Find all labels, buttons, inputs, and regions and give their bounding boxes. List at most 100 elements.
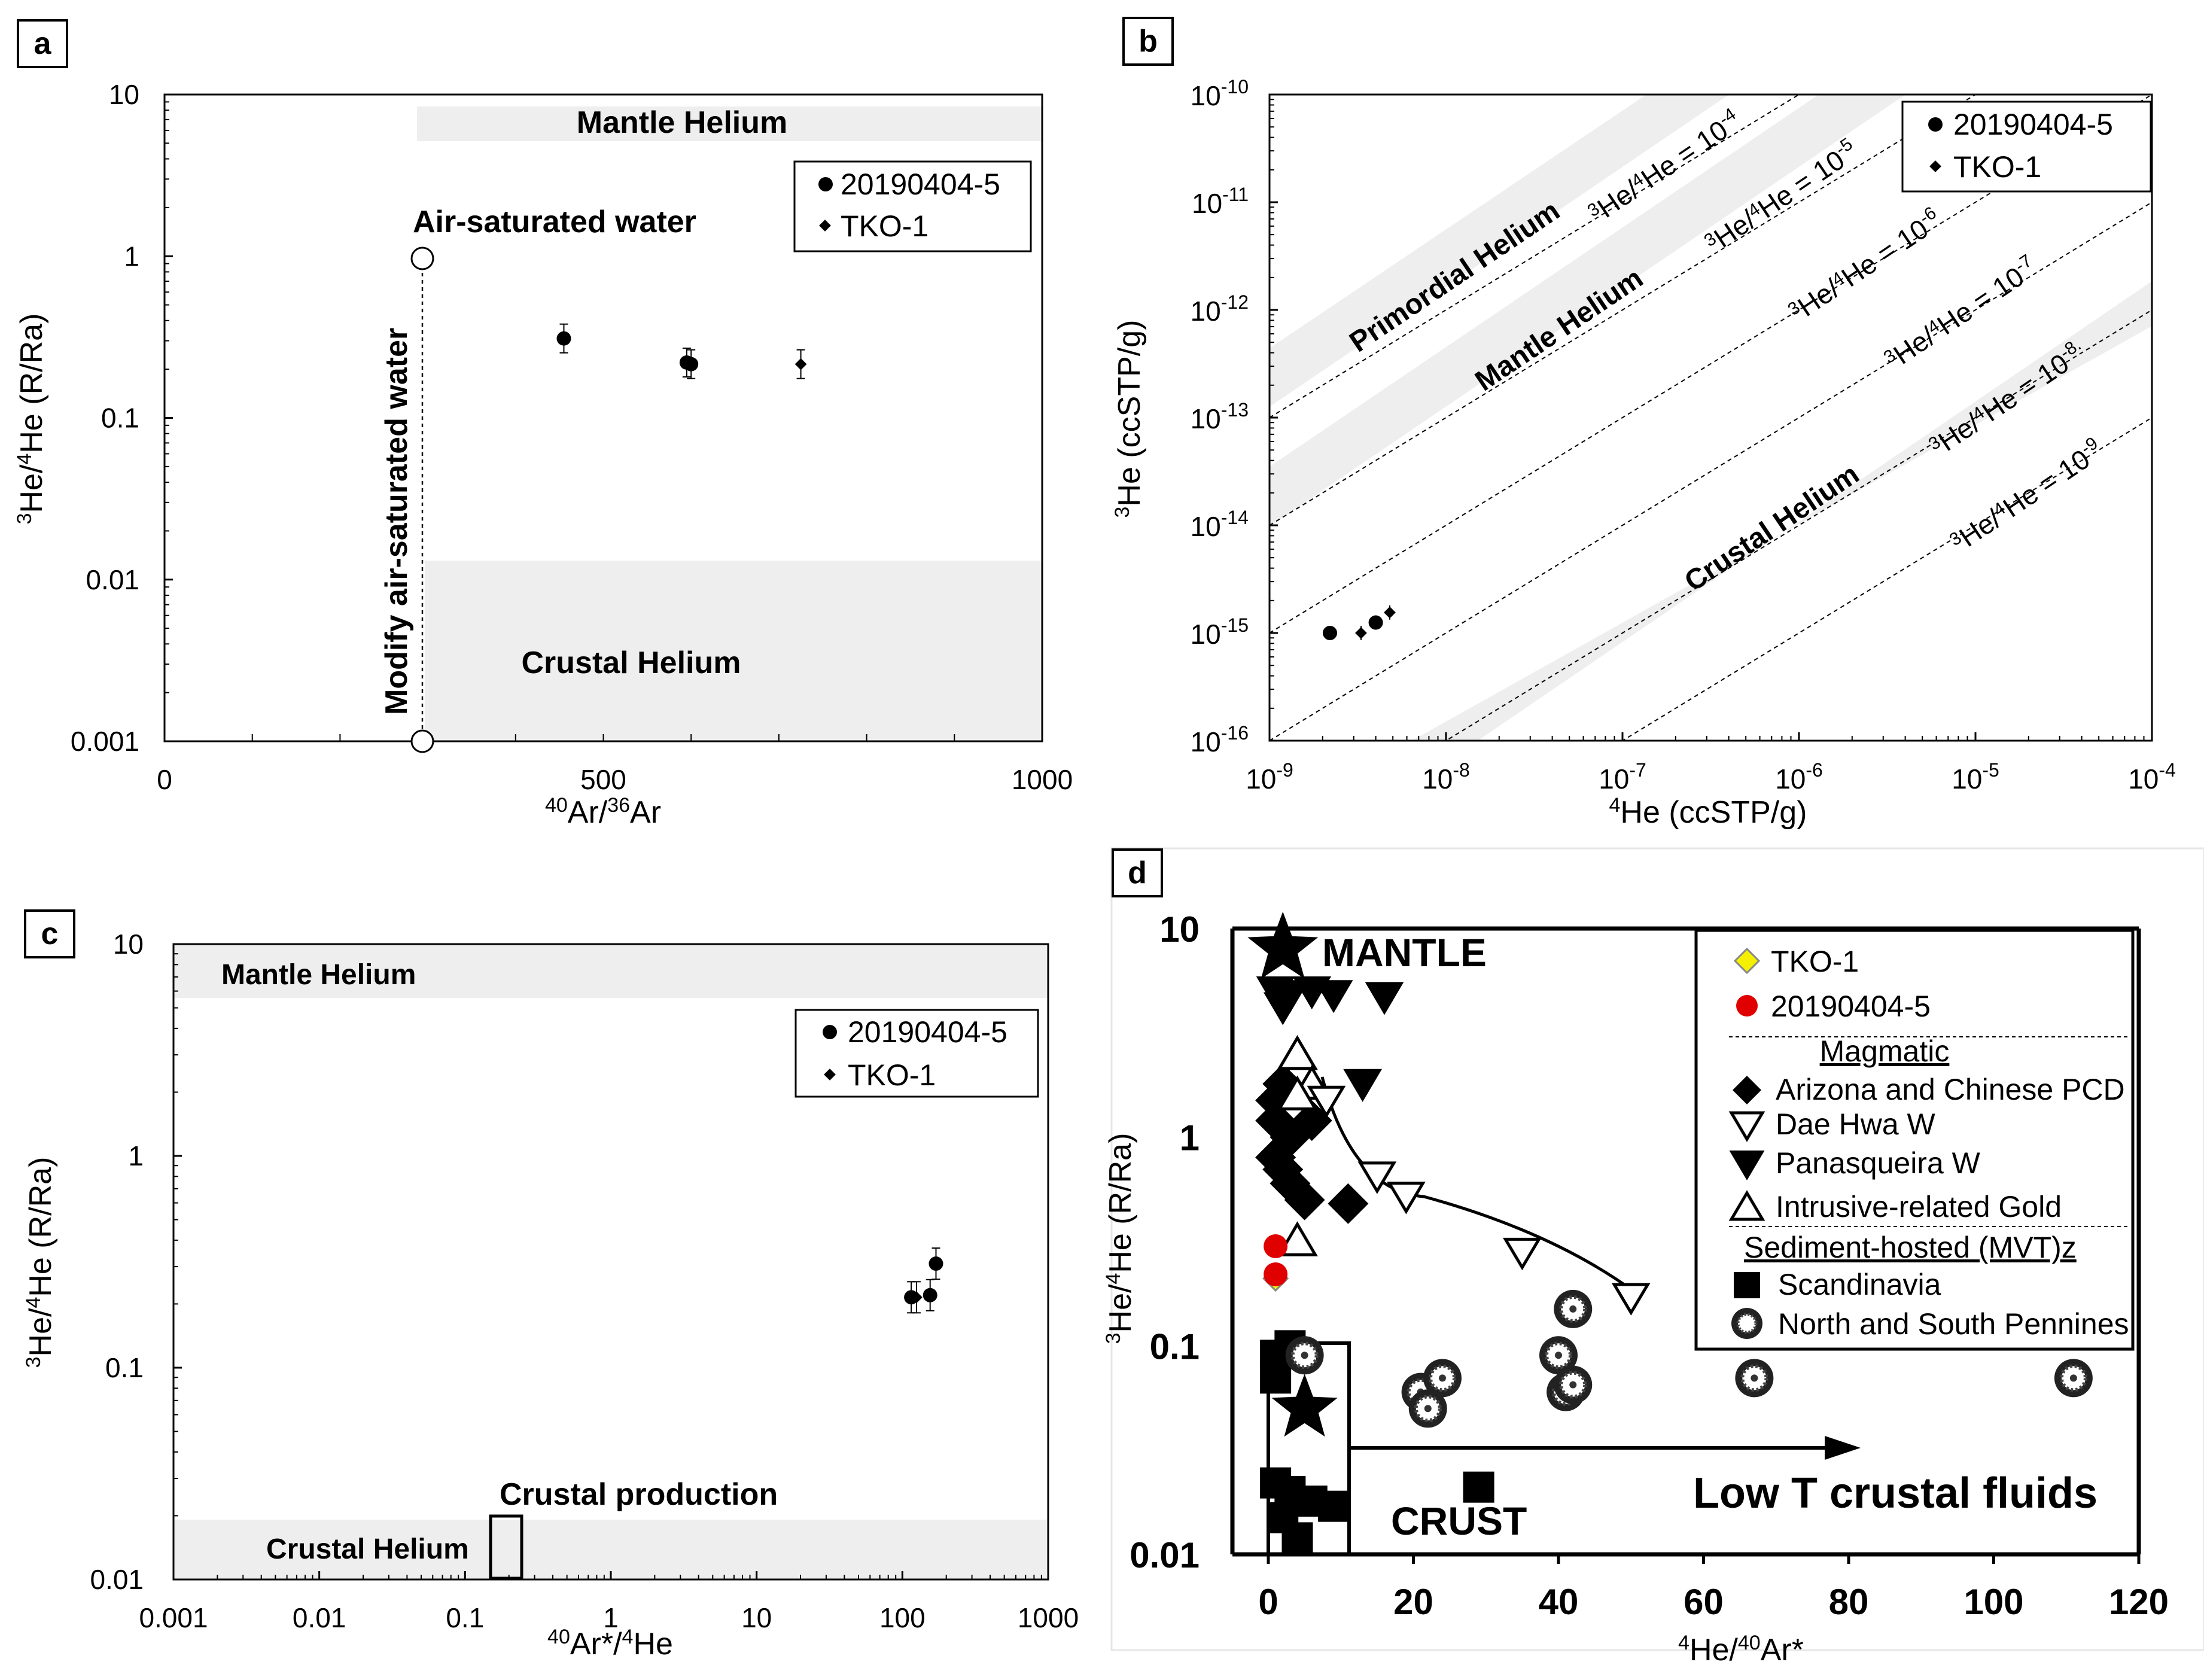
- a-ytick-label: 0.01: [86, 564, 139, 595]
- b-ytick-label: 10-16: [1191, 722, 1249, 757]
- a-ytick-label: 0.1: [101, 403, 139, 434]
- ratio-label-7: 3He/4He = 10-7: [1879, 251, 2042, 376]
- legend-tko1-marker: [1733, 947, 1761, 975]
- legend-d-gold: Intrusive-related Gold: [1776, 1190, 2062, 1224]
- scandinavia-point: [1463, 1471, 1494, 1503]
- crustal-label-c: Crustal Helium: [266, 1533, 469, 1565]
- b-point-20190404-5: [1323, 626, 1338, 640]
- d-point-20190404-5: [1264, 1262, 1288, 1286]
- mantle-band: [1270, 95, 1905, 526]
- crustal-production-box: [489, 1514, 523, 1580]
- a-ytick-label: 10: [109, 79, 139, 110]
- ratio-label-8: 3He/4He = 10-8.: [1923, 334, 2092, 462]
- d-point-daehwa: [1357, 1161, 1397, 1194]
- a-xtick-label: 0: [157, 764, 172, 795]
- scandinavia-point: [1281, 1522, 1313, 1554]
- d-xtick-label: 20: [1393, 1582, 1433, 1622]
- b-xlabel: 4He (ccSTP/g): [1609, 794, 1807, 830]
- legend-daehwa-marker: [1728, 1111, 1765, 1142]
- svg-text:d: d: [1128, 856, 1147, 890]
- a-ylabel: 3He/4He (R/Ra): [13, 314, 49, 525]
- a-point-20190404-5: [684, 357, 699, 372]
- b-ylabel: 3He (ccSTP/g): [1111, 320, 1147, 518]
- d-xtick-label: 120: [2109, 1582, 2169, 1622]
- d-xtick-label: 0: [1258, 1582, 1278, 1622]
- crust-star: [1271, 1374, 1338, 1437]
- svg-text:a: a: [34, 26, 52, 61]
- d-ytick-label: 1: [1180, 1118, 1200, 1158]
- mantle-star: [1247, 911, 1319, 979]
- ratio-line: [1270, 202, 2152, 741]
- asw-point-bottom: [410, 729, 434, 753]
- panel-d: d 0 20 40 60 80 100 120 0.01 0.1 1 10 MANTLE CRUST…: [1102, 847, 2204, 1667]
- ratio-line: [1621, 417, 2152, 741]
- ratio-line: [1270, 95, 1977, 526]
- d-xtick-label: 60: [1684, 1582, 1724, 1622]
- c-ytick-label: 10: [113, 929, 144, 960]
- legend-d-pennines: North and South Pennines: [1778, 1307, 2129, 1341]
- b-xtick-label: 10-9: [1246, 759, 1293, 795]
- c-point-20190404-5: [929, 1256, 943, 1271]
- panel-a: a Mantle Helium Crustal Helium 0.001 0.01…: [13, 19, 1073, 830]
- c-ytick-label: 1: [128, 1140, 144, 1171]
- asw-point-top: [410, 246, 434, 270]
- c-xlabel: 40Ar*/4He: [547, 1626, 673, 1661]
- b-ytick-label: 10-12: [1191, 291, 1249, 327]
- legend-d-magmatic: Magmatic: [1820, 1034, 1950, 1068]
- legend-c-1: 20190404-5: [848, 1015, 1007, 1049]
- legend-b-1: 20190404-5: [1953, 108, 2113, 141]
- d-ytick-label: 0.01: [1130, 1535, 1200, 1575]
- c-ylabel: 3He/4He (R/Ra): [22, 1157, 58, 1368]
- legend-arizona-marker: [1733, 1076, 1761, 1104]
- svg-text:c: c: [41, 917, 59, 951]
- b-xtick-label: 10-5: [1952, 759, 1999, 795]
- b-point-TKO-1: [1355, 627, 1367, 639]
- panasqueira-point: [1365, 982, 1404, 1015]
- d-ylabel: 3He/4He (R/Ra): [1102, 1133, 1138, 1344]
- b-ytick-label: 10-15: [1191, 614, 1249, 650]
- a-xlabel: 40Ar/36Ar: [545, 794, 661, 830]
- asw-label: Air-saturated water: [413, 205, 696, 239]
- a-point-20190404-5: [556, 331, 571, 346]
- b-point-TKO-1: [1384, 606, 1396, 619]
- low-t-annotation: Low T crustal fluids: [1693, 1469, 2098, 1517]
- d-point-daehwa: [1307, 1085, 1346, 1119]
- legend-c-2: TKO-1: [848, 1058, 936, 1092]
- c-ytick-label: 0.01: [90, 1564, 144, 1595]
- b-ytick-label: 10-10: [1191, 76, 1249, 111]
- scandinavia-point: [1318, 1490, 1350, 1522]
- mantle-band-c: [173, 944, 1048, 998]
- ratio-line: [1270, 95, 1800, 418]
- crustal-production-label: Crustal production: [500, 1477, 778, 1512]
- legend-b-2: TKO-1: [1953, 150, 2041, 184]
- d-ytick-label: 0.1: [1150, 1326, 1200, 1366]
- legend-d-20190404-5: 20190404-5: [1771, 990, 1931, 1023]
- mantle-annotation: MANTLE: [1322, 930, 1487, 975]
- intrusive-gold-point: [1277, 1034, 1318, 1070]
- legend-d-arizona: Arizona and Chinese PCD: [1776, 1073, 2125, 1106]
- legend-d-panasqueira: Panasqueira W: [1776, 1146, 1981, 1180]
- panasqueira-point: [1314, 980, 1353, 1014]
- b-xtick-label: 10-6: [1775, 759, 1823, 795]
- d-point-daehwa: [1502, 1237, 1542, 1271]
- crust-annotation: CRUST: [1391, 1499, 1527, 1543]
- c-xtick-label: 10: [741, 1602, 772, 1633]
- arizona-pcd-point: [1270, 1116, 1311, 1158]
- c-point-TKO-1: [911, 1291, 923, 1304]
- modify-asw-label: Modify air-saturated water: [379, 328, 414, 715]
- d-point-daehwa: [1611, 1283, 1651, 1316]
- panasqueira-point: [1263, 992, 1302, 1025]
- arizona-pcd-point: [1328, 1183, 1369, 1224]
- primordial-band: [1270, 95, 1729, 407]
- b-ytick-label: 10-13: [1191, 399, 1249, 434]
- intrusive-gold-point: [1277, 1075, 1318, 1110]
- a-xtick-label: 500: [580, 764, 626, 795]
- c-xtick-label: 1: [603, 1602, 619, 1633]
- legend-a-2: TKO-1: [841, 209, 929, 243]
- crustal-helium-label: Crustal Helium: [522, 646, 741, 680]
- b-xtick-label: 10-8: [1422, 759, 1470, 795]
- crustal-band-c: [173, 1520, 1048, 1579]
- d-xtick-label: 100: [1963, 1582, 2023, 1622]
- d-xlabel: 4He/40Ar*: [1678, 1632, 1804, 1667]
